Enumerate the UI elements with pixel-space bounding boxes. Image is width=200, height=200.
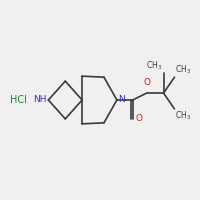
- Text: O: O: [135, 114, 142, 123]
- Text: CH$_3$: CH$_3$: [175, 110, 192, 122]
- Text: HCl: HCl: [10, 95, 27, 105]
- Text: NH: NH: [33, 95, 47, 104]
- Text: N: N: [118, 95, 125, 104]
- Text: CH$_3$: CH$_3$: [146, 60, 163, 72]
- Text: CH$_3$: CH$_3$: [175, 64, 192, 76]
- Text: O: O: [143, 78, 150, 87]
